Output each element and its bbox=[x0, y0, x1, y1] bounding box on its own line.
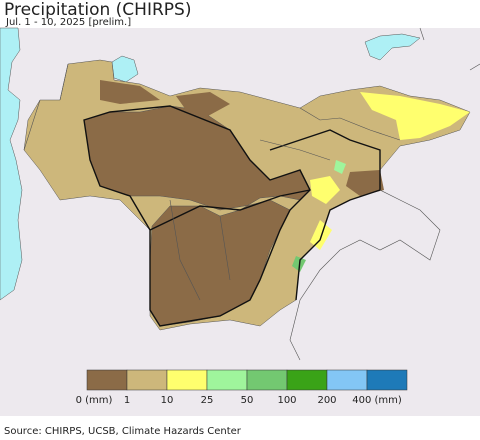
lake bbox=[364, 33, 421, 61]
legend-label: 10 bbox=[161, 395, 174, 406]
region-border bbox=[259, 107, 401, 161]
legend-label: 50 bbox=[241, 395, 254, 406]
legend-label: 0 (mm) bbox=[76, 395, 113, 406]
legend-swatch bbox=[366, 369, 408, 391]
legend-swatch bbox=[246, 369, 288, 391]
legend-swatch bbox=[286, 369, 328, 391]
region-border bbox=[23, 63, 231, 301]
legend-swatch bbox=[206, 369, 248, 391]
caspian-sea bbox=[0, 27, 23, 301]
legend-swatch bbox=[166, 369, 208, 391]
land-light-rain bbox=[310, 176, 340, 204]
land-very-dry bbox=[346, 170, 384, 196]
country-border bbox=[149, 189, 311, 231]
land-rain bbox=[334, 160, 346, 174]
title: Precipitation (CHIRPS) bbox=[4, 0, 191, 20]
neighbour-border bbox=[419, 27, 480, 71]
legend-swatch bbox=[86, 369, 128, 391]
legend-swatch bbox=[126, 369, 168, 391]
legend: 0 (mm) 1 10 25 50 100 200 400 (mm) bbox=[76, 369, 408, 406]
neighbour-border bbox=[289, 189, 441, 361]
land-very-dry bbox=[100, 80, 160, 104]
land-very-dry bbox=[176, 92, 230, 116]
legend-label: 25 bbox=[201, 395, 214, 406]
footer-background bbox=[0, 416, 480, 440]
land-light-rain bbox=[360, 92, 470, 140]
legend-label: 1 bbox=[124, 395, 130, 406]
legend-label: 100 bbox=[277, 395, 296, 406]
country-border bbox=[83, 105, 311, 327]
legend-swatch bbox=[326, 369, 368, 391]
legend-label: 400 (mm) bbox=[352, 395, 402, 406]
legend-label: 200 bbox=[317, 395, 336, 406]
source: Source: CHIRPS, UCSB, Climate Hazards Ce… bbox=[4, 426, 242, 437]
subtitle: Jul. 1 - 10, 2025 [prelim.] bbox=[5, 17, 131, 28]
